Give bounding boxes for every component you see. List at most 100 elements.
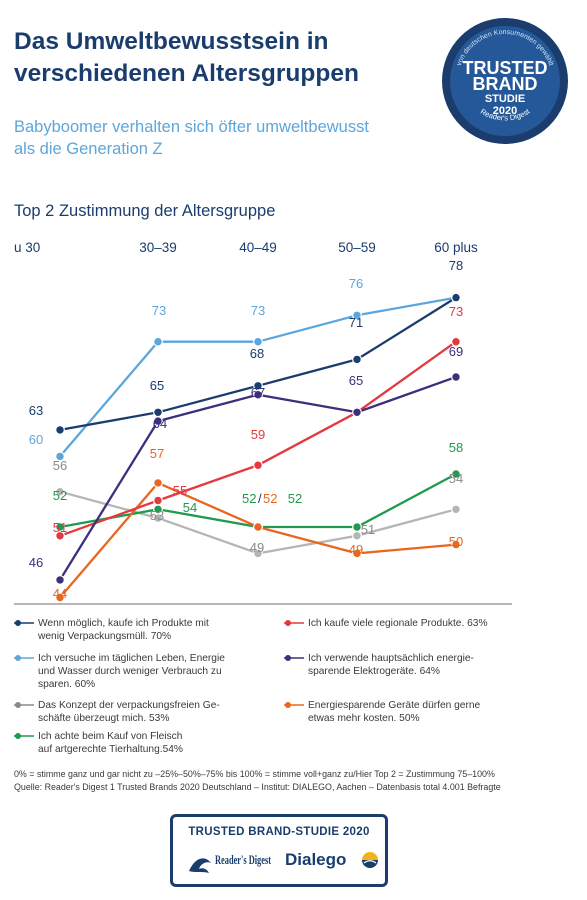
readers-digest-logo: Reader's Digest (189, 852, 271, 873)
data-point (352, 522, 362, 532)
subtitle-line-1: Babyboomer verhalten sich öfter umweltbe… (14, 118, 369, 136)
data-label: 52 (242, 491, 256, 506)
legend-marker (14, 655, 34, 661)
pegasus-icon (189, 858, 211, 873)
category-label: 60 plus (434, 240, 478, 255)
data-point (55, 424, 65, 435)
data-label: 73 (152, 303, 166, 318)
readers-digest-text: Reader's Digest (215, 852, 271, 867)
data-point (153, 336, 163, 347)
badge-trusted: TRUSTED (463, 58, 548, 78)
section-title: Top 2 Zustimmung der Altersgruppe (14, 202, 276, 220)
dialego-logo-text: Dialego (285, 850, 347, 869)
data-label: 73 (449, 304, 463, 319)
subtitle: Babyboomer verhalten sich öfter umweltbe… (14, 116, 414, 160)
data-point (153, 495, 163, 506)
badge-year: 2020 (493, 105, 517, 117)
data-label: 50 (449, 534, 463, 549)
data-label: / (258, 491, 262, 506)
data-point (451, 292, 461, 303)
data-label: 71 (349, 315, 363, 330)
legend-marker (14, 702, 34, 708)
data-point (352, 310, 362, 321)
footer-title: TRUSTED BRAND-STUDIE 2020 (188, 826, 370, 838)
legend-label: Ich verwende hauptsächlich energie-spare… (308, 653, 474, 677)
legend-label: Das Konzept der verpackungsfreien Ge-sch… (38, 700, 220, 724)
data-label: 69 (449, 344, 463, 359)
legend-marker (284, 655, 304, 661)
data-label: 60 (29, 432, 43, 447)
data-label: 52 (263, 491, 277, 506)
data-point (352, 407, 362, 418)
data-point (451, 469, 461, 479)
data-point (451, 504, 461, 515)
legend-label: Ich versuche im täglichen Leben, Energie… (38, 653, 225, 690)
legend-label: Energiesparende Geräte dürfen gerne etwas… (308, 700, 481, 724)
data-point (55, 451, 65, 462)
badge-studie: STUDIE (485, 93, 525, 105)
title-line-1: Das Umweltbewusstsein in (14, 28, 329, 55)
title-line-2: verschiedenen Altersgruppen (14, 60, 359, 87)
badge-inner-disc (450, 26, 560, 136)
legend-marker (14, 620, 34, 626)
data-label: 52 (288, 491, 302, 506)
data-label: 68 (250, 346, 264, 361)
badge-brand: BRAND (473, 74, 538, 94)
data-label: 49 (250, 540, 264, 555)
data-label: 59 (251, 427, 265, 442)
data-label: 53 (150, 508, 164, 523)
legend-label: Ich achte beim Kauf von Fleisch auf artge… (38, 731, 183, 755)
data-label: 52 (53, 488, 67, 503)
legend-marker (14, 733, 34, 739)
page-title: Das Umweltbewusstsein in verschiedenen A… (14, 26, 414, 90)
data-label: 54 (183, 500, 197, 515)
data-label: 63 (29, 403, 43, 418)
footnote-scale: 0% = stimme ganz und gar nicht zu –25%–5… (14, 769, 495, 779)
data-label: 44 (53, 586, 67, 601)
subtitle-line-2: als die Generation Z (14, 140, 163, 158)
footnote-source: Quelle: Reader's Digest 1 Trusted Brands… (14, 782, 501, 792)
data-label: 51 (361, 522, 375, 537)
data-point (55, 486, 65, 497)
category-label: u 30 (14, 240, 40, 255)
data-label: 46 (29, 555, 43, 570)
data-point (451, 372, 461, 382)
data-point (253, 336, 263, 347)
data-label: 49 (349, 542, 363, 557)
data-label: 76 (349, 276, 363, 291)
data-label: 56 (53, 458, 67, 473)
data-point (451, 336, 461, 347)
footnote: 0% = stimme ganz und gar nicht zu –25%–5… (14, 768, 501, 794)
legend-marker (284, 620, 304, 626)
data-label: 58 (449, 440, 463, 455)
data-point (55, 530, 65, 541)
data-point (253, 380, 263, 391)
data-label: 57 (150, 446, 164, 461)
legend-label: Ich kaufe viele regionale Produkte. 63% (308, 618, 488, 629)
data-point (253, 548, 263, 559)
category-label: 40–49 (239, 240, 277, 255)
data-label: 54 (449, 471, 463, 486)
data-point (352, 354, 362, 365)
data-point (153, 407, 163, 418)
data-label: 65 (150, 378, 164, 393)
trusted-brand-badge: von deutschen Konsumenten gewählt TRUSTE… (442, 18, 568, 144)
data-point (55, 592, 65, 603)
data-point (352, 548, 362, 559)
data-point (253, 522, 263, 532)
legend-label: Wenn möglich, kaufe ich Produkte mit weni… (38, 618, 209, 642)
category-label: 30–39 (139, 240, 177, 255)
data-label: 65 (349, 373, 363, 388)
data-point (451, 539, 461, 550)
data-label: 64 (153, 416, 167, 431)
legend-marker (284, 702, 304, 708)
data-point (55, 575, 65, 585)
data-label: 51 (53, 520, 67, 535)
data-point (253, 460, 263, 471)
line-chart: u 30 30–39 40–49 50–59 60 plus 63 65 68 71 78 60 73… (14, 240, 512, 605)
data-label: 67 (251, 385, 265, 400)
data-label: 78 (449, 258, 463, 273)
data-label: 73 (251, 303, 265, 318)
data-label: 55 (173, 483, 187, 498)
footer-logo-box: TRUSTED BRAND-STUDIE 2020 Reader's Diges… (170, 814, 388, 887)
